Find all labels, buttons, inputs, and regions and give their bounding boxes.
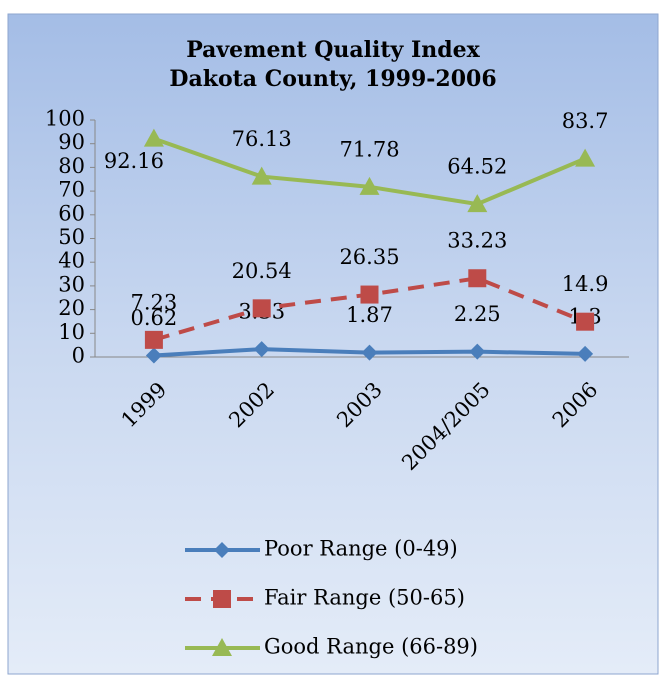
point	[467, 194, 488, 213]
point	[469, 343, 486, 360]
data-label: 20.54	[232, 259, 292, 283]
y-tick-label: 70	[58, 178, 85, 202]
y-tick-label: 100	[45, 107, 85, 131]
y-tick-label: 90	[58, 130, 85, 154]
data-label: 92.16	[104, 149, 164, 173]
data-label: 1.87	[346, 303, 393, 327]
point	[214, 542, 230, 558]
y-tick-label: 30	[58, 272, 85, 296]
legend-label: Poor Range (0-49)	[264, 537, 458, 561]
chart-background	[7, 13, 659, 675]
point	[359, 176, 380, 195]
point	[251, 166, 272, 185]
y-tick-label: 80	[58, 154, 85, 178]
data-label: 76.13	[232, 127, 292, 151]
y-tick-label: 40	[58, 249, 85, 273]
point	[361, 344, 378, 361]
data-label: 0.62	[131, 306, 178, 330]
point	[253, 341, 270, 358]
point	[360, 285, 379, 304]
data-label: 71.78	[339, 137, 399, 161]
chart-title: Dakota County, 1999-2006	[169, 66, 496, 92]
y-tick-label: 60	[58, 201, 85, 225]
data-label: 33.23	[447, 229, 507, 253]
data-label: 83.7	[562, 109, 609, 133]
y-tick-label: 10	[58, 320, 85, 344]
point	[575, 148, 596, 167]
point	[143, 128, 164, 147]
point	[213, 590, 231, 608]
data-label: 64.52	[447, 155, 507, 179]
y-tick-label: 0	[72, 344, 85, 368]
data-label: 7.23	[131, 290, 178, 314]
point	[252, 299, 271, 318]
legend-label: Fair Range (50-65)	[264, 586, 465, 610]
data-label: 14.9	[562, 272, 609, 296]
point	[468, 269, 487, 288]
point	[577, 345, 594, 362]
point	[145, 347, 162, 364]
chart-title: Pavement Quality Index	[186, 37, 480, 63]
legend-label: Good Range (66-89)	[264, 635, 478, 659]
point	[576, 312, 595, 331]
data-label: 2.25	[454, 302, 501, 326]
y-tick-label: 20	[58, 296, 85, 320]
point	[212, 638, 232, 656]
point	[144, 330, 163, 349]
y-tick-label: 50	[58, 225, 85, 249]
data-label: 26.35	[339, 245, 399, 269]
